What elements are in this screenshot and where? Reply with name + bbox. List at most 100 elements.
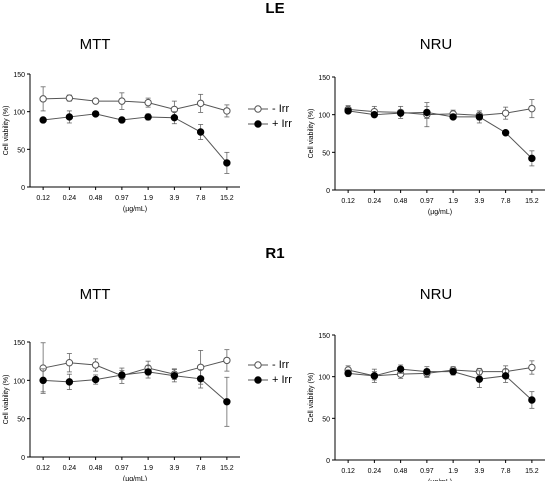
chart-le-mtt: 0 50 100 150 0.12 0.24 0.48 0.97 1.9 3.9 7.8 15.2 (µ… [3, 72, 240, 213]
series-plus-irr [344, 364, 536, 409]
y-tick-label: 150 [318, 75, 330, 82]
data-point [118, 116, 126, 124]
filled-circle-marker-icon [248, 119, 268, 128]
data-point [196, 128, 205, 136]
y-axis-label: Cell viability (%) [3, 375, 10, 425]
data-point [91, 97, 100, 105]
data-point [396, 365, 405, 373]
x-tick-label: 0.97 [420, 198, 434, 205]
filled-circle-marker-icon [248, 375, 268, 384]
y-tick-label: 100 [13, 378, 25, 385]
data-point [144, 98, 152, 107]
series-line [348, 368, 533, 401]
data-point [39, 376, 47, 385]
y-tick-label: 50 [17, 147, 25, 154]
x-tick-label: 0.48 [89, 465, 103, 472]
data-point [501, 372, 510, 380]
data-point [65, 378, 74, 386]
y-tick-label: 100 [13, 110, 25, 117]
y-axis-label: Cell viability (%) [308, 373, 315, 423]
data-point [65, 94, 74, 102]
x-tick-label: 0.48 [89, 195, 103, 202]
data-point [344, 107, 352, 115]
x-tick-label: 3.9 [475, 198, 485, 205]
y-tick-label: 0 [21, 185, 25, 192]
y-tick-label: 150 [318, 333, 330, 340]
data-point [223, 107, 231, 115]
y-tick-label: 50 [17, 417, 25, 424]
y-tick-label: 150 [13, 72, 25, 79]
y-tick-label: 100 [318, 113, 330, 120]
x-tick-label: 1.9 [448, 468, 458, 475]
y-tick-label: 0 [21, 455, 25, 462]
data-point [118, 97, 126, 105]
series-plus-irr [39, 365, 231, 427]
x-tick-label: 0.12 [36, 195, 50, 202]
legend-item-plus-irr: + Irr [248, 116, 292, 131]
data-point [39, 95, 47, 103]
section-title-r1: R1 [265, 245, 285, 262]
x-tick-label: 1.9 [143, 465, 153, 472]
series-line [43, 359, 228, 377]
series-plus-irr [39, 110, 231, 174]
data-point [528, 104, 536, 113]
x-axis-label: (µg/mL) [123, 476, 147, 481]
x-tick-label: 1.9 [143, 195, 153, 202]
data-point [223, 398, 231, 406]
series-line [348, 110, 533, 159]
chart-title-le-nru: NRU [419, 36, 453, 53]
data-point [170, 113, 179, 122]
x-tick-label: 15.2 [525, 198, 539, 205]
legend: - Irr + Irr [248, 101, 292, 131]
x-tick-label: 0.97 [115, 465, 129, 472]
legend-label-minus-irr: - Irr [272, 102, 290, 115]
x-tick-label: 15.2 [220, 195, 234, 202]
section-title-le: LE [265, 0, 285, 17]
data-point [91, 375, 100, 384]
x-tick-label: 0.24 [368, 198, 382, 205]
chart-le-nru: 0 50 100 150 0.12 0.24 0.48 0.97 1.9 3.9 7.8 15.2 (µ… [308, 75, 545, 216]
x-axis-label: (µg/mL) [123, 206, 147, 213]
series-minus-irr [39, 342, 231, 394]
legend-item-plus-irr: + Irr [248, 372, 292, 387]
data-point [91, 361, 100, 369]
chart-r1-nru: 0 50 100 150 0.12 0.24 0.48 0.97 1.9 3.9 7.8 15.2 (µ… [308, 333, 545, 481]
data-point [528, 154, 536, 163]
y-axis-label: Cell viability (%) [3, 106, 10, 156]
data-point [423, 367, 431, 376]
series-line [43, 371, 228, 403]
x-tick-label: 0.97 [420, 468, 434, 475]
x-tick-label: 3.9 [475, 468, 485, 475]
x-tick-label: 0.12 [36, 465, 50, 472]
data-point [223, 356, 231, 365]
data-point [475, 375, 484, 383]
legend-label-plus-irr: + Irr [272, 373, 292, 386]
chart-title-r1-mtt: MTT [79, 286, 111, 303]
legend-item-minus-irr: - Irr [248, 101, 292, 116]
y-tick-label: 50 [322, 416, 330, 423]
y-tick-label: 50 [322, 150, 330, 157]
x-tick-label: 3.9 [170, 465, 180, 472]
data-point [501, 129, 510, 137]
y-tick-label: 100 [318, 375, 330, 382]
data-point [144, 113, 152, 121]
y-tick-label: 0 [326, 188, 330, 195]
data-point [370, 372, 379, 380]
data-point [91, 110, 100, 118]
y-tick-label: 150 [13, 340, 25, 347]
x-tick-label: 0.24 [63, 465, 77, 472]
data-point [423, 108, 431, 117]
x-tick-label: 7.8 [196, 195, 206, 202]
legend-r1: - Irr + Irr [248, 357, 292, 387]
series-line [43, 113, 228, 164]
data-point [39, 116, 47, 124]
series-minus-irr [39, 86, 231, 119]
x-axis-label: (µg/mL) [428, 209, 452, 216]
data-point [528, 363, 536, 372]
data-point [396, 109, 405, 117]
data-point [501, 109, 510, 117]
data-point [223, 159, 231, 167]
data-point [170, 372, 179, 380]
data-point [65, 359, 74, 367]
